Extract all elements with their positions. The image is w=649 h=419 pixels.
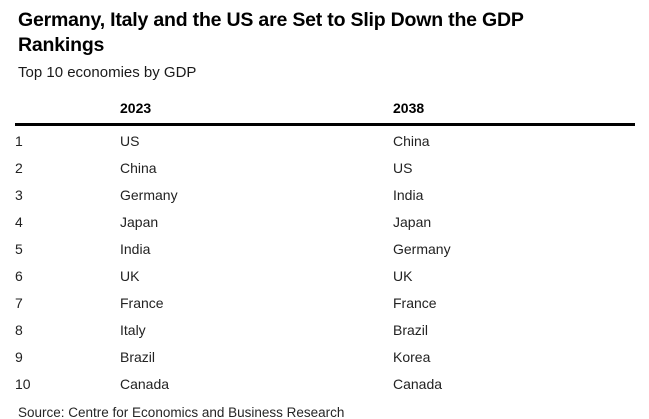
rank-cell: 2 <box>15 160 23 176</box>
source-note: Source: Centre for Economics and Busines… <box>18 405 345 419</box>
table-body: 1 US China 2 China US 3 Germany India 4 Japan Japan… <box>15 125 635 399</box>
economy-2023-cell: Japan <box>120 214 159 230</box>
economy-2038-cell: US <box>393 160 413 176</box>
rank-cell: 10 <box>15 376 31 392</box>
table-row: 4 Japan Japan <box>15 209 635 236</box>
table-row: 9 Brazil Korea <box>15 344 635 371</box>
economy-2038-cell: UK <box>393 268 413 284</box>
rank-cell: 1 <box>15 133 23 149</box>
table-row: 8 Italy Brazil <box>15 317 635 344</box>
economy-2038-cell: France <box>393 295 437 311</box>
rank-column-header <box>15 100 120 125</box>
rank-cell: 8 <box>15 322 23 338</box>
economy-2023-cell: China <box>120 160 157 176</box>
table-row: 7 France France <box>15 290 635 317</box>
economy-2038-cell: Korea <box>393 349 431 365</box>
economy-2023-cell: Brazil <box>120 349 156 365</box>
economy-2038-cell: Brazil <box>393 322 429 338</box>
column-header-2023: 2023 <box>120 100 152 116</box>
column-header-2038: 2038 <box>393 100 425 116</box>
economy-2038-cell: China <box>393 133 430 149</box>
table-header: 2023 2038 <box>15 100 635 125</box>
rank-cell: 6 <box>15 268 23 284</box>
economy-2038-cell: Germany <box>393 241 451 257</box>
table-row: 6 UK UK <box>15 263 635 290</box>
economy-2038-cell: India <box>393 187 424 203</box>
table-row: 10 Canada Canada <box>15 371 635 398</box>
economy-2023-cell: US <box>120 133 140 149</box>
economy-2038-cell: Japan <box>393 214 432 230</box>
rank-cell: 3 <box>15 187 23 203</box>
rank-cell: 4 <box>15 214 23 230</box>
table-row: 1 US China <box>15 125 635 156</box>
economy-2023-cell: Germany <box>120 187 178 203</box>
page-subtitle: Top 10 economies by GDP <box>18 64 197 81</box>
economy-2038-cell: Canada <box>393 376 443 392</box>
table-header-row: 2023 2038 <box>15 100 635 125</box>
page-title: Germany, Italy and the US are Set to Sli… <box>18 9 524 56</box>
table-row: 2 China US <box>15 155 635 182</box>
economy-2023-cell: Canada <box>120 376 170 392</box>
economy-2023-cell: India <box>120 241 151 257</box>
economy-2023-cell: Italy <box>120 322 146 338</box>
table-row: 5 India Germany <box>15 236 635 263</box>
rank-cell: 9 <box>15 349 23 365</box>
economy-2023-cell: France <box>120 295 164 311</box>
table-row: 3 Germany India <box>15 182 635 209</box>
rank-cell: 5 <box>15 241 23 257</box>
rankings-table: 2023 2038 1 US China 2 China US 3 Germany India 4… <box>15 100 635 398</box>
economy-2023-cell: UK <box>120 268 140 284</box>
rank-cell: 7 <box>15 295 23 311</box>
